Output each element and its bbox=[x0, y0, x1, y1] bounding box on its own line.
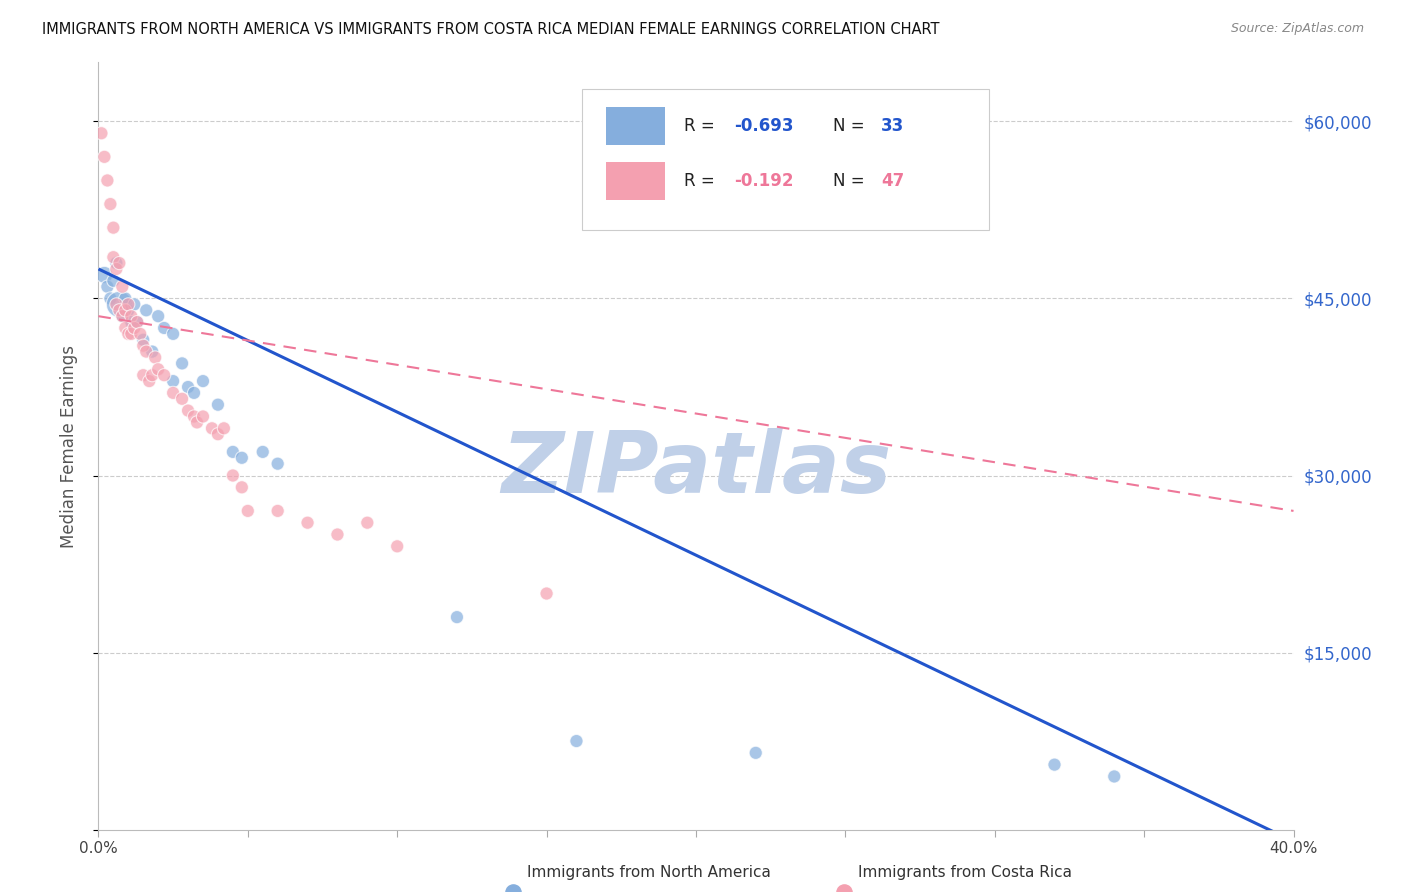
Point bbox=[186, 416, 208, 430]
FancyBboxPatch shape bbox=[606, 107, 665, 145]
Point bbox=[153, 321, 176, 335]
Point bbox=[132, 368, 155, 383]
FancyBboxPatch shape bbox=[606, 162, 665, 200]
Point bbox=[120, 309, 142, 323]
Point bbox=[385, 539, 409, 553]
FancyBboxPatch shape bbox=[582, 89, 988, 230]
Point bbox=[267, 457, 290, 471]
Point bbox=[222, 468, 245, 483]
Point bbox=[162, 385, 184, 400]
Point bbox=[111, 309, 134, 323]
Point bbox=[207, 398, 229, 412]
Point bbox=[231, 450, 253, 465]
Point bbox=[153, 368, 176, 383]
Point bbox=[162, 374, 184, 388]
Point bbox=[565, 734, 588, 748]
Point bbox=[114, 321, 136, 335]
Point bbox=[103, 220, 125, 235]
Point bbox=[114, 303, 136, 318]
Point bbox=[143, 351, 166, 365]
Point bbox=[252, 445, 274, 459]
Point bbox=[120, 315, 142, 329]
Point bbox=[212, 421, 235, 435]
Point bbox=[124, 297, 146, 311]
Point bbox=[93, 268, 115, 282]
Point bbox=[105, 297, 128, 311]
Point bbox=[172, 392, 194, 406]
Point bbox=[201, 421, 224, 435]
Point bbox=[183, 409, 205, 424]
Point bbox=[117, 297, 139, 311]
Point bbox=[114, 292, 136, 306]
Point bbox=[93, 150, 115, 164]
Point bbox=[124, 321, 146, 335]
Point bbox=[120, 326, 142, 341]
Point bbox=[183, 385, 205, 400]
Text: Immigrants from North America: Immigrants from North America bbox=[527, 865, 770, 880]
Point bbox=[105, 256, 128, 270]
Point bbox=[745, 746, 768, 760]
Point bbox=[356, 516, 378, 530]
Point bbox=[141, 368, 163, 383]
Point bbox=[117, 326, 139, 341]
Point bbox=[127, 315, 149, 329]
Point bbox=[141, 344, 163, 359]
Point bbox=[267, 504, 290, 518]
Point bbox=[108, 303, 131, 318]
Point bbox=[103, 250, 125, 264]
Point bbox=[162, 326, 184, 341]
Point bbox=[105, 262, 128, 277]
Point bbox=[446, 610, 468, 624]
Point bbox=[222, 445, 245, 459]
Point bbox=[177, 380, 200, 394]
Point bbox=[1178, 822, 1201, 837]
Point bbox=[191, 374, 214, 388]
Point bbox=[135, 344, 157, 359]
Point bbox=[108, 297, 131, 311]
Point bbox=[111, 279, 134, 293]
Point bbox=[172, 356, 194, 370]
Text: R =: R = bbox=[685, 172, 720, 190]
Point bbox=[326, 527, 349, 541]
Text: Source: ZipAtlas.com: Source: ZipAtlas.com bbox=[1230, 22, 1364, 36]
Point bbox=[191, 409, 214, 424]
Point bbox=[98, 197, 122, 211]
Point bbox=[135, 303, 157, 318]
Point bbox=[138, 374, 160, 388]
Point bbox=[111, 309, 134, 323]
Point bbox=[98, 292, 122, 306]
Point bbox=[177, 403, 200, 417]
Text: -0.693: -0.693 bbox=[734, 117, 794, 135]
Point bbox=[117, 303, 139, 318]
Point bbox=[536, 586, 558, 600]
Point bbox=[132, 333, 155, 347]
Text: 33: 33 bbox=[882, 117, 904, 135]
Text: N =: N = bbox=[834, 117, 870, 135]
Text: 47: 47 bbox=[882, 172, 904, 190]
Point bbox=[90, 126, 112, 140]
Point bbox=[148, 309, 170, 323]
Y-axis label: Median Female Earnings: Median Female Earnings bbox=[59, 344, 77, 548]
Text: Immigrants from Costa Rica: Immigrants from Costa Rica bbox=[858, 865, 1071, 880]
Text: IMMIGRANTS FROM NORTH AMERICA VS IMMIGRANTS FROM COSTA RICA MEDIAN FEMALE EARNIN: IMMIGRANTS FROM NORTH AMERICA VS IMMIGRA… bbox=[42, 22, 939, 37]
Text: -0.192: -0.192 bbox=[734, 172, 794, 190]
Point bbox=[1043, 757, 1066, 772]
Point bbox=[96, 173, 118, 187]
Point bbox=[103, 274, 125, 288]
Point bbox=[231, 480, 253, 494]
Point bbox=[207, 427, 229, 442]
Text: ZIPatlas: ZIPatlas bbox=[501, 427, 891, 510]
Text: R =: R = bbox=[685, 117, 720, 135]
Point bbox=[127, 315, 149, 329]
Point bbox=[129, 326, 152, 341]
Point bbox=[297, 516, 319, 530]
Point bbox=[96, 279, 118, 293]
Point bbox=[132, 339, 155, 353]
Point bbox=[108, 256, 131, 270]
Text: N =: N = bbox=[834, 172, 870, 190]
Point bbox=[236, 504, 259, 518]
Point bbox=[148, 362, 170, 376]
Point bbox=[1104, 769, 1126, 783]
